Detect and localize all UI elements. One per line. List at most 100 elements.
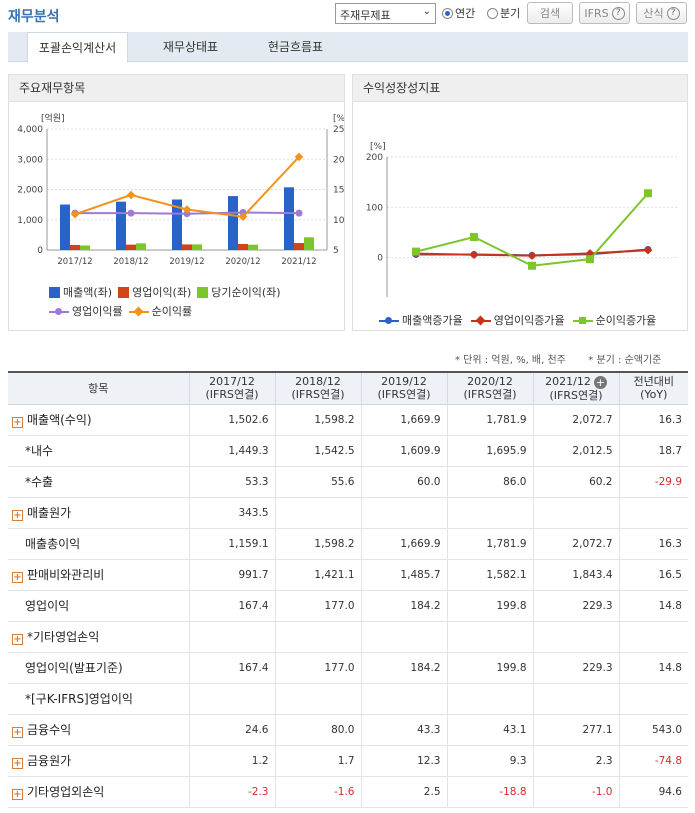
tab-income-statement[interactable]: 포괄손익계산서 — [27, 32, 128, 63]
table-row: *내수 1,449.3 1,542.5 1,609.9 1,695.9 2,012.5 18… — [8, 435, 688, 467]
table-cell — [447, 621, 534, 653]
row-label-cell[interactable]: + 매출액(수익) — [8, 404, 190, 436]
table-cell: 94.6 — [619, 776, 688, 808]
bar — [182, 244, 192, 250]
table-cell: 1,421.1 — [275, 559, 362, 591]
y-tick-label: 0 — [377, 254, 383, 264]
table-row: + 매출액(수익) 1,502.6 1,598.2 1,669.9 1,781.9 2,07… — [8, 404, 688, 436]
legend-marker — [128, 306, 149, 317]
row-label-cell[interactable]: + *기타영업손익 — [8, 621, 190, 653]
legend-item[interactable]: 매출액증가율 — [379, 312, 463, 328]
financials-legend: 매출액(좌) 영업이익(좌) 당기순이익(좌) 영업이익률 순이익률 — [49, 284, 344, 319]
legend-marker — [572, 315, 593, 326]
table-cell: 53.3 — [189, 466, 276, 498]
table-cell: 12.3 — [361, 745, 448, 777]
expand-icon[interactable]: + — [12, 417, 23, 428]
expand-icon[interactable]: + — [12, 634, 23, 645]
row-label-cell[interactable]: + 기타영업외손익 — [8, 776, 190, 808]
table-cell — [361, 683, 448, 715]
column-header: 항목 — [8, 372, 190, 405]
table-cell: 167.4 — [189, 652, 276, 684]
radio-quarter[interactable]: 분기 — [487, 5, 520, 21]
table-cell: 1,542.5 — [275, 435, 362, 467]
table-row: + 기타영업외손익 -2.3 -1.6 2.5 -18.8 -1.0 94.6 — [8, 776, 688, 808]
legend-label: 순이익률 — [151, 305, 193, 318]
row-label-cell: 영업이익 — [8, 590, 190, 622]
table-cell: -29.9 — [619, 466, 688, 498]
expand-icon[interactable]: + — [12, 510, 23, 521]
row-label-cell[interactable]: + 금융원가 — [8, 745, 190, 777]
table-cell: 60.0 — [361, 466, 448, 498]
expand-icon[interactable]: + — [12, 727, 23, 738]
y-tick-label-right: 15 — [333, 186, 344, 196]
table-cell — [619, 497, 688, 529]
table-row: 영업이익(발표기준) 167.4 177.0 184.2 199.8 229.3 14.8 — [8, 652, 688, 684]
legend-item[interactable]: 순이익률 — [128, 303, 193, 319]
legend-marker — [379, 315, 399, 326]
table-cell: 24.6 — [189, 714, 276, 746]
ifrs-button[interactable]: IFRS ? — [579, 2, 630, 24]
table-cell: 2,072.7 — [533, 528, 620, 560]
bar — [248, 244, 258, 250]
row-label-cell: 영업이익(발표기준) — [8, 652, 190, 684]
table-cell: 277.1 — [533, 714, 620, 746]
table-row: + 금융원가 1.2 1.7 12.3 9.3 2.3 -74.8 — [8, 745, 688, 777]
legend-item[interactable]: 매출액(좌) — [49, 284, 112, 300]
table-cell: 86.0 — [447, 466, 534, 498]
table-cell: 2.3 — [533, 745, 620, 777]
search-button[interactable]: 검색 — [527, 2, 573, 24]
data-point — [295, 209, 303, 217]
table-cell — [619, 683, 688, 715]
formula-button[interactable]: 산식 ? — [636, 2, 687, 24]
data-point — [412, 247, 420, 256]
table-row: 영업이익 167.4 177.0 184.2 199.8 229.3 14.8 — [8, 590, 688, 622]
row-label-cell[interactable]: + 매출원가 — [8, 497, 190, 529]
legend-item[interactable]: 영업이익률 — [49, 303, 123, 319]
expand-icon[interactable]: + — [12, 789, 23, 800]
unit-note: * 단위 : 억원, %, 배, 천주 * 분기 : 순액기준 — [455, 351, 661, 366]
radio-on-icon — [442, 7, 453, 19]
table-cell: 43.1 — [447, 714, 534, 746]
add-column-icon[interactable]: + — [593, 375, 607, 389]
table-cell: 2,072.7 — [533, 404, 620, 436]
legend-item[interactable]: 영업이익(좌) — [118, 284, 191, 300]
table-cell: 1,598.2 — [275, 528, 362, 560]
legend-item[interactable]: 당기순이익(좌) — [197, 284, 281, 300]
bar — [80, 245, 90, 250]
table-cell: 80.0 — [275, 714, 362, 746]
row-label: *기타영업손익 — [27, 630, 100, 644]
table-cell: -18.8 — [447, 776, 534, 808]
y-tick-label-right: 10 — [333, 216, 344, 226]
table-cell: 1.2 — [189, 745, 276, 777]
table-cell: 16.5 — [619, 559, 688, 591]
y-tick-label: 200 — [366, 153, 383, 163]
expand-icon[interactable]: + — [12, 572, 23, 583]
table-cell — [275, 683, 362, 715]
legend-item[interactable]: 순이익증가율 — [572, 312, 656, 328]
column-header: 2018/12 (IFRS연결) — [275, 372, 362, 405]
expand-icon[interactable]: + — [12, 758, 23, 769]
legend-item[interactable]: 영업이익증가율 — [470, 312, 565, 328]
table-cell — [361, 621, 448, 653]
table-cell — [533, 497, 620, 529]
row-label-cell[interactable]: + 판매비와관리비 — [8, 559, 190, 591]
report-type-select[interactable]: 주재무제표 ⌄ — [335, 3, 436, 24]
table-cell: -74.8 — [619, 745, 688, 777]
tab-cash-flow[interactable]: 현금흐름표 — [248, 32, 343, 62]
legend-label: 매출액증가율 — [402, 314, 463, 327]
table-cell: 343.5 — [189, 497, 276, 529]
data-point — [527, 251, 537, 260]
legend-marker — [49, 306, 69, 317]
statement-tabs: 포괄손익계산서 재무상태표 현금흐름표 — [8, 32, 688, 63]
data-point — [469, 250, 479, 260]
row-label-cell[interactable]: + 금융수익 — [8, 714, 190, 746]
tab-balance-sheet[interactable]: 재무상태표 — [143, 32, 238, 62]
y-tick-label-left: 3,000 — [17, 155, 43, 165]
table-cell: 1,695.9 — [447, 435, 534, 467]
radio-annual[interactable]: 연간 — [442, 5, 475, 21]
row-label: 매출총이익 — [25, 537, 81, 551]
bar — [284, 187, 294, 250]
report-type-value: 주재무제표 — [340, 9, 391, 22]
tab-label: 현금흐름표 — [267, 40, 324, 54]
table-header-row: 항목 2017/12 (IFRS연결) 2018/12 (IFRS연결) 2019/… — [8, 372, 688, 405]
